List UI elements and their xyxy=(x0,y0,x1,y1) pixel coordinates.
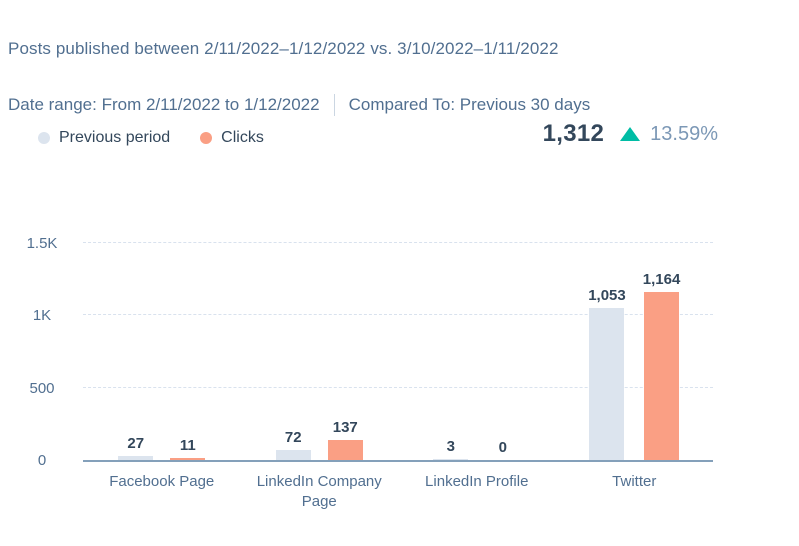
legend-item-label: Previous period xyxy=(59,129,171,146)
bar-clicks-linkedin-company-page[interactable] xyxy=(327,440,363,460)
legend-item-clicks[interactable]: Clicks xyxy=(200,129,264,147)
bar-clicks-facebook-page[interactable] xyxy=(170,458,206,460)
legend-dot-icon xyxy=(200,132,213,144)
date-range-text: Date range: From 2/11/2022 to 1/12/2022 xyxy=(8,95,320,115)
summary-stat: 1,312 13.59% xyxy=(543,120,718,148)
bar-group-twitter: 1,053 1,164 xyxy=(556,218,714,460)
bar-value-label: 1,053 xyxy=(588,287,626,304)
date-range-label: Date range: xyxy=(8,95,97,114)
x-axis-label-linkedin-profile: LinkedIn Profile xyxy=(398,472,556,492)
gridline-1k xyxy=(83,314,713,316)
bar-value-label: 27 xyxy=(127,435,145,452)
delta-percent: 13.59% xyxy=(650,122,718,145)
x-axis-label-text: Twitter xyxy=(612,473,657,490)
bar-value-label: 3 xyxy=(446,438,455,455)
bar-value-label: 72 xyxy=(284,429,302,446)
legend-item-previous-period[interactable]: Previous period xyxy=(38,129,170,147)
bar-column-previous-period: 1,053 xyxy=(588,287,626,460)
bar-column-clicks: 1,164 xyxy=(642,271,681,460)
bar-previous-period-linkedin-company-page[interactable] xyxy=(275,450,311,460)
bar-value-label: 11 xyxy=(179,437,196,454)
x-axis-label-facebook-page: Facebook Page xyxy=(83,472,241,492)
filters-row: Date range: From 2/11/2022 to 1/12/2022 … xyxy=(8,94,590,116)
y-axis-tick-1k: 1K xyxy=(32,307,52,325)
legend-item-label: Clicks xyxy=(221,129,264,146)
bar-value-label: 0 xyxy=(498,439,507,456)
date-range-value: From 2/11/2022 to 1/12/2022 xyxy=(101,95,320,114)
bar-clicks-twitter[interactable] xyxy=(644,292,680,460)
x-axis-label-text: Facebook Page xyxy=(109,473,215,490)
x-axis-label-linkedin-company-page: LinkedIn Company Page xyxy=(241,472,399,512)
x-axis-label-text: LinkedIn Company Page xyxy=(256,473,382,510)
bar-column-clicks: 0 xyxy=(485,439,520,460)
gridline-1-5k xyxy=(83,242,713,243)
x-axis-label-text: LinkedIn Profile xyxy=(425,473,529,490)
bar-previous-period-linkedin-profile[interactable] xyxy=(433,459,469,460)
y-axis-tick-1-5k: 1.5K xyxy=(26,235,58,252)
bar-previous-period-facebook-page[interactable] xyxy=(118,456,154,460)
bar-previous-period-twitter[interactable] xyxy=(589,308,625,460)
bar-column-previous-period: 3 xyxy=(433,438,469,460)
bar-column-previous-period: 72 xyxy=(275,429,311,460)
compared-to-value: Previous 30 days xyxy=(459,95,591,114)
bar-value-label: 1,164 xyxy=(642,271,681,288)
triangle-up-icon xyxy=(620,127,641,141)
compared-to-label: Compared To: xyxy=(348,95,456,114)
y-axis-tick-0: 0 xyxy=(37,452,47,469)
bar-column-clicks: 11 xyxy=(170,437,206,460)
x-axis-label-twitter: Twitter xyxy=(556,472,714,492)
gridline-500 xyxy=(83,386,713,388)
y-axis-tick-500: 500 xyxy=(29,379,55,397)
plot-area: 0 500 1K 1.5K 27 11 Facebook Page 72 137 LinkedIn… xyxy=(27,218,714,510)
bar-group-linkedin-company-page: 72 137 xyxy=(241,218,399,460)
legend-dot-icon xyxy=(38,132,50,144)
bar-column-previous-period: 27 xyxy=(118,435,154,460)
bar-group-facebook-page: 27 11 xyxy=(83,218,241,460)
total-value: 1,312 xyxy=(542,120,605,147)
filters-divider xyxy=(333,94,335,116)
chart-legend: Previous period Clicks xyxy=(38,129,264,147)
bar-value-label: 137 xyxy=(332,419,358,436)
compared-to-text: Compared To: Previous 30 days xyxy=(349,95,591,115)
report-title: Posts published between 2/11/2022–1/12/2… xyxy=(8,39,559,58)
bar-column-clicks: 137 xyxy=(327,419,363,460)
